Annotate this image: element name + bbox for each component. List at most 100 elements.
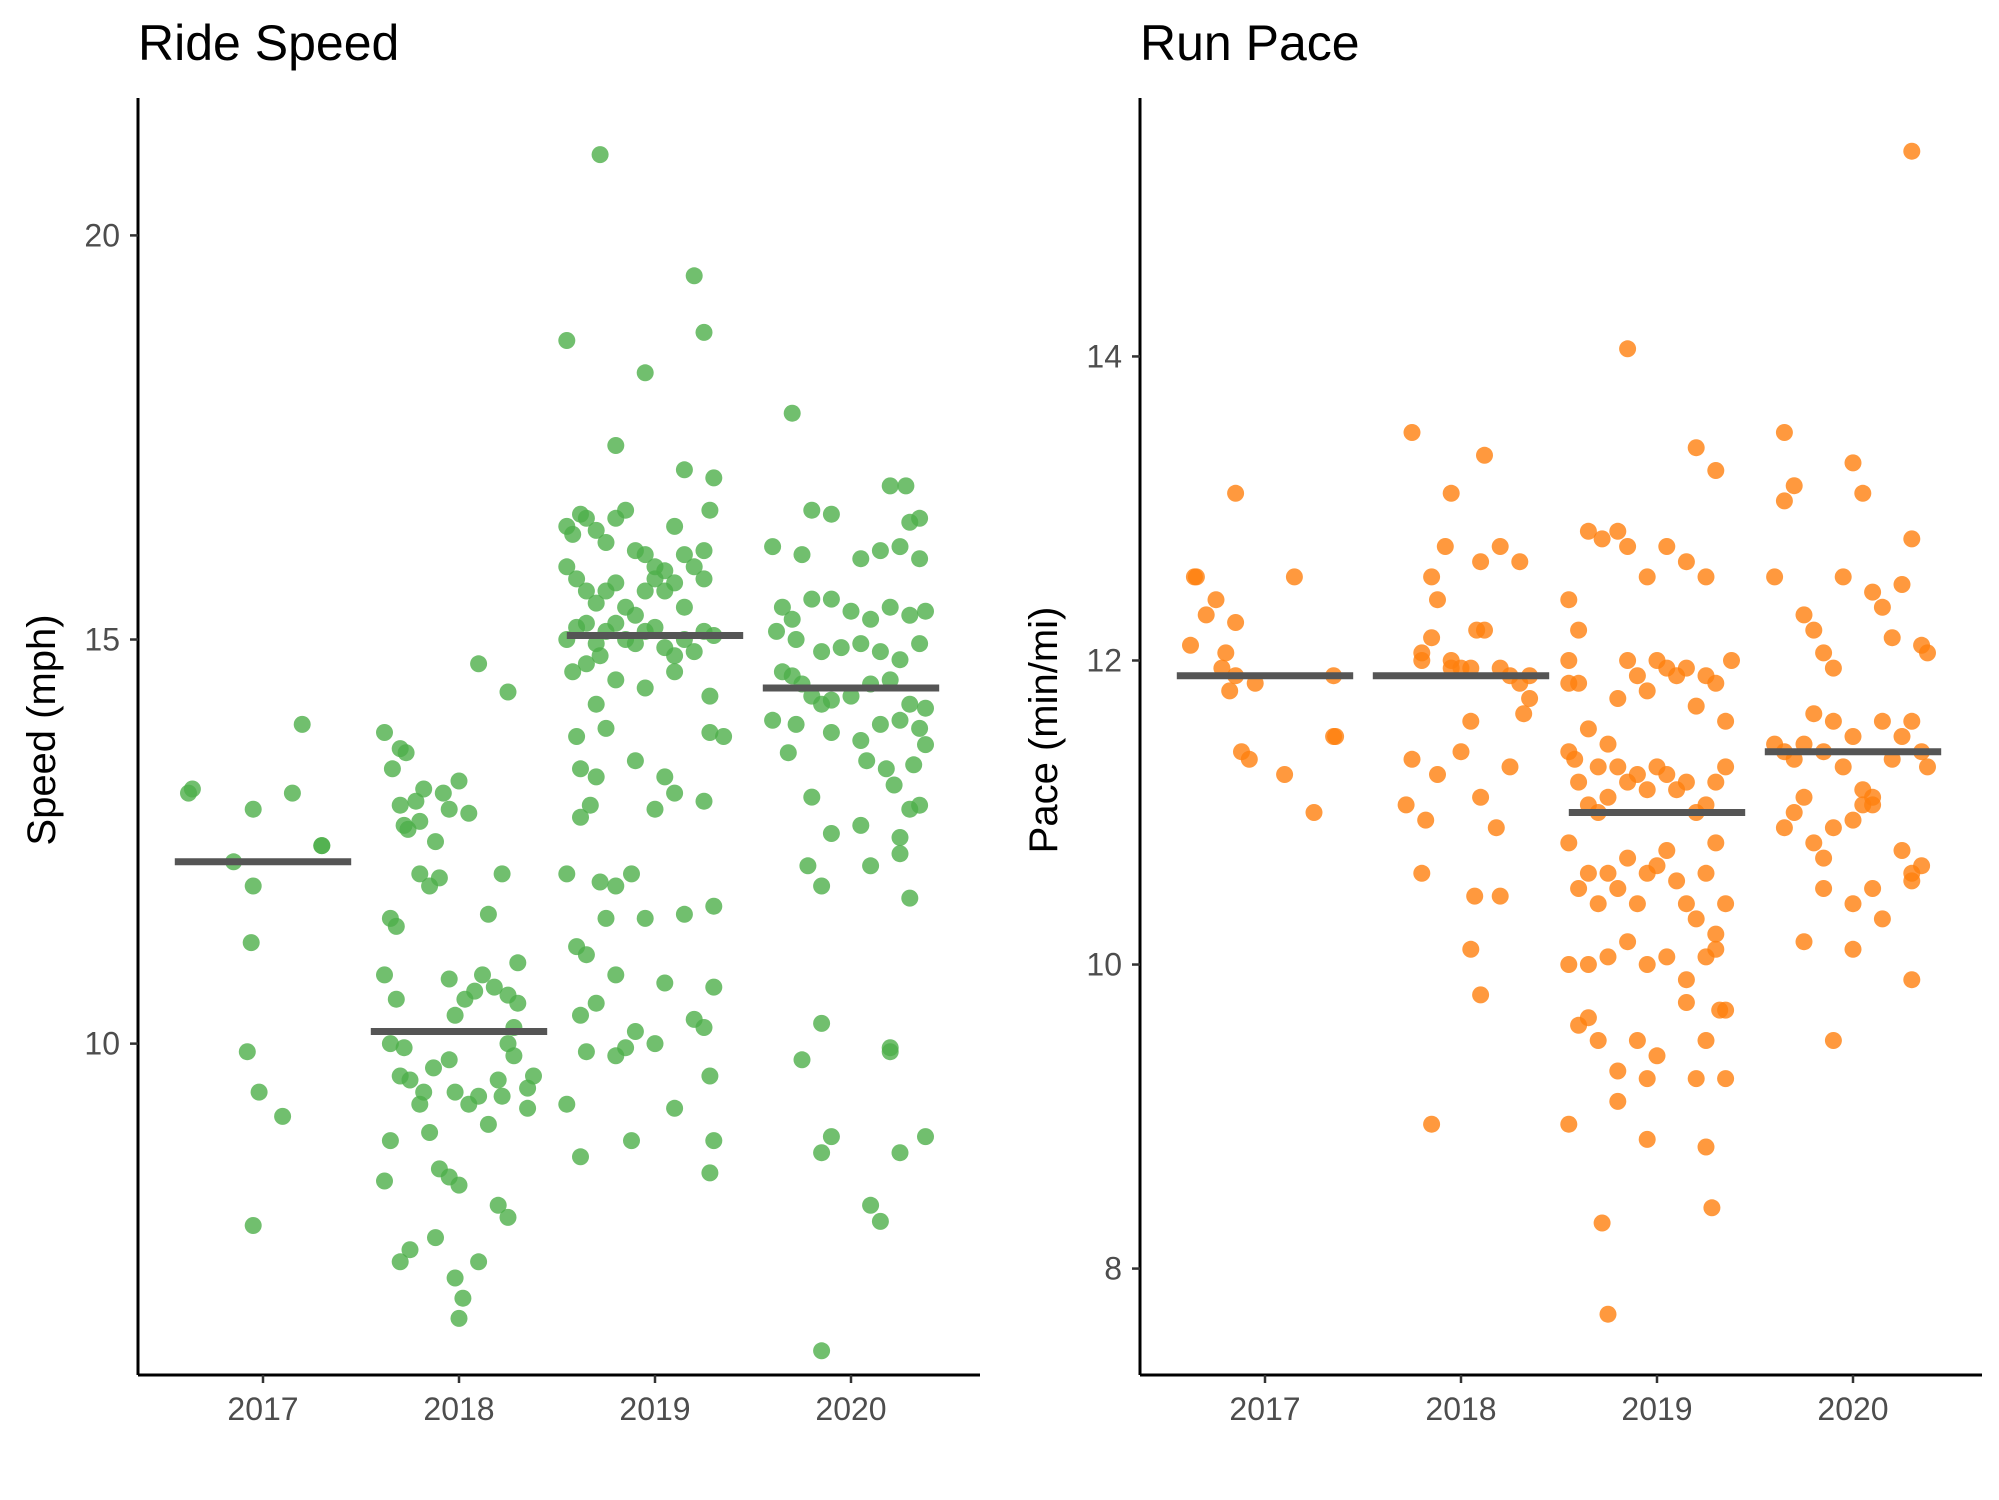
data-point [1785,804,1803,821]
data-point [813,1342,831,1360]
data-point [1589,1032,1607,1049]
data-point [666,1099,684,1117]
data-point [852,635,870,653]
data-point [387,917,405,935]
data-point [1227,484,1245,502]
data-point [675,546,693,564]
data-point [577,582,595,600]
data-point [1599,1305,1617,1323]
data-point [425,1059,442,1077]
data-point [1515,705,1533,723]
data-point [313,837,331,855]
data-point [607,574,625,592]
data-point [499,986,517,1004]
data-point [1227,614,1245,631]
run-pace-x-axis: 2017 2018 2019 2020 [1140,1373,1982,1427]
x-tick-label: 2017 [1229,1391,1300,1427]
data-point [1452,743,1470,761]
data-point [1511,553,1529,571]
data-point [411,865,429,883]
data-point [450,1309,468,1327]
data-point [783,610,801,628]
data-point [1462,940,1480,958]
data-point [525,1067,542,1085]
data-point [1703,1199,1721,1217]
data-point [1609,1062,1627,1080]
data-point [1707,834,1725,852]
data-point [1609,1092,1627,1110]
data-point [499,683,517,701]
data-point [1687,910,1705,928]
run-pace-y-axis-title: Pace (min/mi) [1022,607,1066,854]
data-point [1560,1115,1578,1133]
data-point [577,655,595,673]
data-point [470,655,488,673]
data-point [446,1269,464,1287]
data-point [813,1014,831,1032]
data-point [666,517,684,535]
data-point [1276,766,1294,783]
data-point [877,760,895,778]
data-point [1619,340,1637,358]
data-point [1903,971,1921,989]
data-point [862,610,880,628]
data-point [440,970,458,988]
data-point [675,598,693,616]
data-point [591,873,609,891]
data-point [450,772,468,790]
data-point [587,768,605,786]
data-point [558,865,576,883]
data-point [1785,477,1803,495]
data-point [564,663,582,681]
data-point [1815,644,1833,662]
x-tick-label: 2020 [1817,1391,1888,1427]
data-point [705,978,723,996]
data-point [695,1019,713,1036]
data-point [470,1087,488,1105]
data-point [558,332,576,349]
data-point [1697,568,1715,586]
data-point [415,1083,433,1101]
data-point [852,550,870,568]
data-point [1638,1130,1656,1148]
data-point [1844,940,1862,958]
data-point [572,808,589,826]
data-point [440,1051,458,1069]
data-point [705,469,723,487]
data-point [779,744,797,762]
data-point [1834,568,1852,586]
data-point [764,538,782,556]
data-point [871,1212,889,1230]
data-point [656,974,674,992]
data-point [1658,842,1676,859]
x-tick-label: 2018 [423,1391,494,1427]
data-point [1766,568,1784,586]
data-point [1491,887,1509,905]
data-point [1599,788,1617,806]
data-point [1873,598,1891,616]
data-point [871,715,889,733]
data-point [1628,1032,1646,1049]
data-point [871,542,889,560]
data-point [558,1095,576,1113]
data-point [1687,1070,1705,1088]
data-point [813,877,831,895]
data-point [376,966,393,984]
data-point [891,538,909,556]
data-point [1707,940,1725,958]
data-point [881,1039,899,1057]
data-point [701,501,719,519]
data-point [587,695,605,713]
data-point [905,756,923,774]
data-point [1570,880,1588,897]
data-point [454,1289,472,1307]
data-point [862,857,880,875]
data-point [591,647,609,665]
data-point [440,800,458,818]
data-point [1423,568,1441,586]
data-point [1599,948,1617,966]
data-point [397,744,415,762]
data-point [1824,659,1842,677]
